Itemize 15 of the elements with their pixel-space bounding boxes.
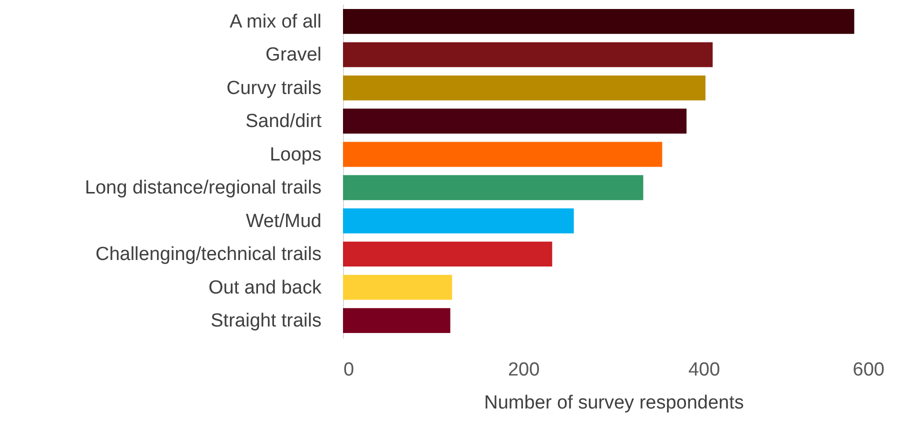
x-tick-label: 400	[688, 360, 720, 380]
x-tick-label: 0	[344, 360, 354, 380]
y-tick-label: Challenging/technical trails	[95, 244, 322, 266]
y-tick-label: Gravel	[266, 44, 322, 66]
y-tick-label: Sand/dirt	[245, 111, 322, 132]
y-tick-label: Wet/Mud	[246, 210, 322, 232]
y-tick-label: Long distance/regional trails	[84, 178, 322, 199]
x-tick-label: 600	[852, 360, 884, 380]
y-tick-label: Straight trails	[210, 310, 322, 332]
y-tick-label: Out and back	[208, 277, 322, 298]
x-tick-label: 200	[508, 360, 540, 380]
x-axis-title: Number of survey respondents	[484, 392, 744, 414]
y-tick-label: Loops	[270, 144, 322, 166]
y-tick-label: Curvy trails	[226, 78, 322, 99]
y-tick-label: A mix of all	[230, 11, 322, 32]
